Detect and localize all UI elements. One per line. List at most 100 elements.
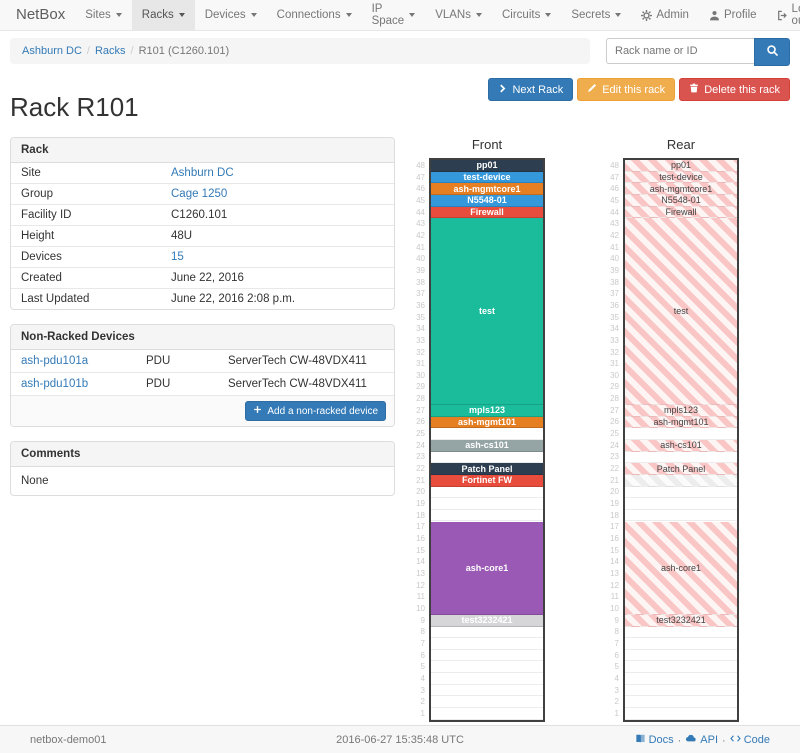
group-link[interactable]: Cage 1250 — [171, 188, 228, 200]
nav-item-sites[interactable]: Sites — [75, 0, 132, 30]
log-out-link[interactable]: Log out — [767, 0, 800, 30]
api-link[interactable]: API — [685, 732, 718, 747]
unit-numbers-column: 48 47 46 45 44 43 42 41 40 39 38 37 36 35 34 33 32 31 30 29… — [407, 137, 429, 722]
rack-device-mpls123[interactable]: mpls123 — [431, 405, 543, 417]
front-rack-body: pp01 test-device ash-mgmtcore1 N5548-01 Fire… — [429, 158, 545, 722]
unit-number: 3 — [420, 685, 425, 695]
rack-search-input[interactable] — [606, 38, 754, 64]
attr-row-devices: Devices 15 — [11, 247, 394, 268]
rack-device-Firewall[interactable]: Firewall — [431, 206, 543, 219]
rack-device-ash-core1[interactable]: ash-core1 — [625, 521, 737, 615]
rack-device-N5548-01[interactable]: N5548-01 — [431, 195, 543, 207]
breadcrumb-current: R101 (C1260.101) — [138, 45, 230, 57]
nav-item-racks[interactable]: Racks — [131, 0, 195, 30]
rack-device-test-device[interactable]: test-device — [431, 171, 543, 184]
unit-number: 14 — [610, 557, 619, 567]
rack-device-Patch Panel[interactable]: Patch Panel — [625, 463, 737, 475]
code-link[interactable]: Code — [730, 733, 770, 747]
unit-number: 42 — [416, 230, 425, 240]
unit-number: 41 — [610, 242, 619, 252]
site-link[interactable]: Ashburn DC — [171, 167, 234, 179]
next-rack-button[interactable]: Next Rack — [488, 78, 574, 101]
rack-device-N5548-01[interactable]: N5548-01 — [625, 195, 737, 207]
rear-rack-body: pp01 test-device ash-mgmtcore1 N5548-01 Fire… — [623, 158, 739, 722]
non-racked-panel-title: Non-Racked Devices — [11, 325, 394, 350]
unit-number: 20 — [416, 487, 425, 497]
unit-number: 34 — [416, 324, 425, 334]
breadcrumb: Ashburn DC / Racks / R101 (C1260.101) — [10, 38, 590, 64]
rack-device-ash-mgmt101[interactable]: ash-mgmt101 — [431, 416, 543, 429]
unit-number: 18 — [610, 510, 619, 520]
rack-device-ash-cs101[interactable]: ash-cs101 — [625, 440, 737, 452]
unit-number: 2 — [614, 697, 619, 707]
attr-row-last-updated: Last Updated June 22, 2016 2:08 p.m. — [21, 293, 296, 305]
unit-number: 15 — [416, 545, 425, 555]
rack-unit-empty — [625, 696, 737, 708]
unit-number: 5 — [420, 662, 425, 672]
admin-link[interactable]: Admin — [631, 0, 699, 30]
rack-device-Fortinet FW[interactable]: Fortinet FW — [625, 475, 737, 487]
nav-item-devices[interactable]: Devices — [195, 0, 267, 30]
rack-device-pp01[interactable]: pp01 — [431, 160, 543, 172]
breadcrumb-racks-link[interactable]: Racks — [94, 45, 126, 57]
nav-item-connections[interactable]: Connections — [267, 0, 362, 30]
search-button[interactable] — [754, 38, 790, 66]
navbar-right: Admin Profile Log out — [631, 0, 800, 30]
breadcrumb-separator: / — [86, 45, 90, 57]
unit-number: 17 — [416, 522, 425, 532]
attr-row-facility-id: Facility ID C1260.101 — [11, 205, 394, 226]
rack-device-ash-core1[interactable]: ash-core1 — [431, 521, 543, 615]
rack-device-test[interactable]: test — [431, 218, 543, 405]
nav-item-secrets[interactable]: Secrets — [561, 0, 631, 30]
rack-unit-empty — [625, 486, 737, 499]
rack-device-ash-mgmtcore1[interactable]: ash-mgmtcore1 — [625, 183, 737, 195]
docs-link[interactable]: Docs — [635, 733, 674, 747]
device-link[interactable]: ash-pdu101b — [21, 378, 89, 390]
rack-unit-empty — [625, 626, 737, 638]
unit-number: 31 — [610, 359, 619, 369]
rack-device-Firewall[interactable]: Firewall — [625, 206, 737, 219]
unit-number: 15 — [610, 545, 619, 555]
breadcrumb-site-link[interactable]: Ashburn DC — [22, 45, 82, 57]
device-link[interactable]: ash-pdu101a — [21, 355, 89, 367]
unit-number: 12 — [610, 580, 619, 590]
unit-number: 38 — [416, 277, 425, 287]
rack-device-test-device[interactable]: test-device — [625, 171, 737, 184]
rack-device-test[interactable]: test — [625, 218, 737, 405]
unit-number: 45 — [610, 195, 619, 205]
nav-item-circuits[interactable]: Circuits — [492, 0, 561, 30]
rack-unit-empty — [625, 708, 737, 720]
rack-device-test3232421[interactable]: test3232421 — [431, 615, 543, 627]
devices-count-link[interactable]: 15 — [171, 251, 184, 263]
book-icon — [635, 733, 646, 747]
rack-elevations: 48 47 46 45 44 43 42 41 40 39 38 37 36 35 34 33 32 31 30 29… — [407, 137, 739, 722]
rack-device-pp01[interactable]: pp01 — [625, 160, 737, 172]
edit-rack-button[interactable]: Edit this rack — [577, 78, 676, 101]
delete-rack-button[interactable]: Delete this rack — [679, 78, 790, 101]
profile-link[interactable]: Profile — [699, 0, 767, 30]
nav-item-ip-space[interactable]: IP Space — [362, 0, 426, 30]
unit-number: 26 — [610, 417, 619, 427]
table-row: ash-pdu101a PDU ServerTech CW-48VDX411 — [11, 350, 394, 373]
unit-number: 33 — [416, 335, 425, 345]
unit-number: 25 — [416, 429, 425, 439]
rack-device-ash-mgmtcore1[interactable]: ash-mgmtcore1 — [431, 183, 543, 195]
brand-link[interactable]: NetBox — [16, 6, 66, 23]
rack-device-test3232421[interactable]: test3232421 — [625, 615, 737, 627]
nav-item-vlans[interactable]: VLANs — [425, 0, 492, 30]
unit-number: 4 — [614, 673, 619, 683]
rack-device-Patch Panel[interactable]: Patch Panel — [431, 463, 543, 475]
rack-panel: Rack Site Ashburn DC Group Cage 1250 Fac… — [10, 137, 395, 310]
rack-search — [606, 38, 790, 66]
unit-number: 48 — [610, 161, 619, 170]
rack-device-ash-mgmt101[interactable]: ash-mgmt101 — [625, 416, 737, 429]
rack-device-mpls123[interactable]: mpls123 — [625, 405, 737, 417]
unit-number: 9 — [614, 615, 619, 625]
attr-row-group: Group Cage 1250 — [11, 184, 394, 205]
rack-unit-empty — [431, 626, 543, 638]
rack-device-ash-cs101[interactable]: ash-cs101 — [431, 440, 543, 452]
add-non-racked-device-button[interactable]: Add a non-racked device — [245, 401, 386, 421]
rack-device-Fortinet FW[interactable]: Fortinet FW — [431, 475, 543, 487]
unit-number: 42 — [610, 230, 619, 240]
unit-number: 6 — [420, 650, 425, 660]
